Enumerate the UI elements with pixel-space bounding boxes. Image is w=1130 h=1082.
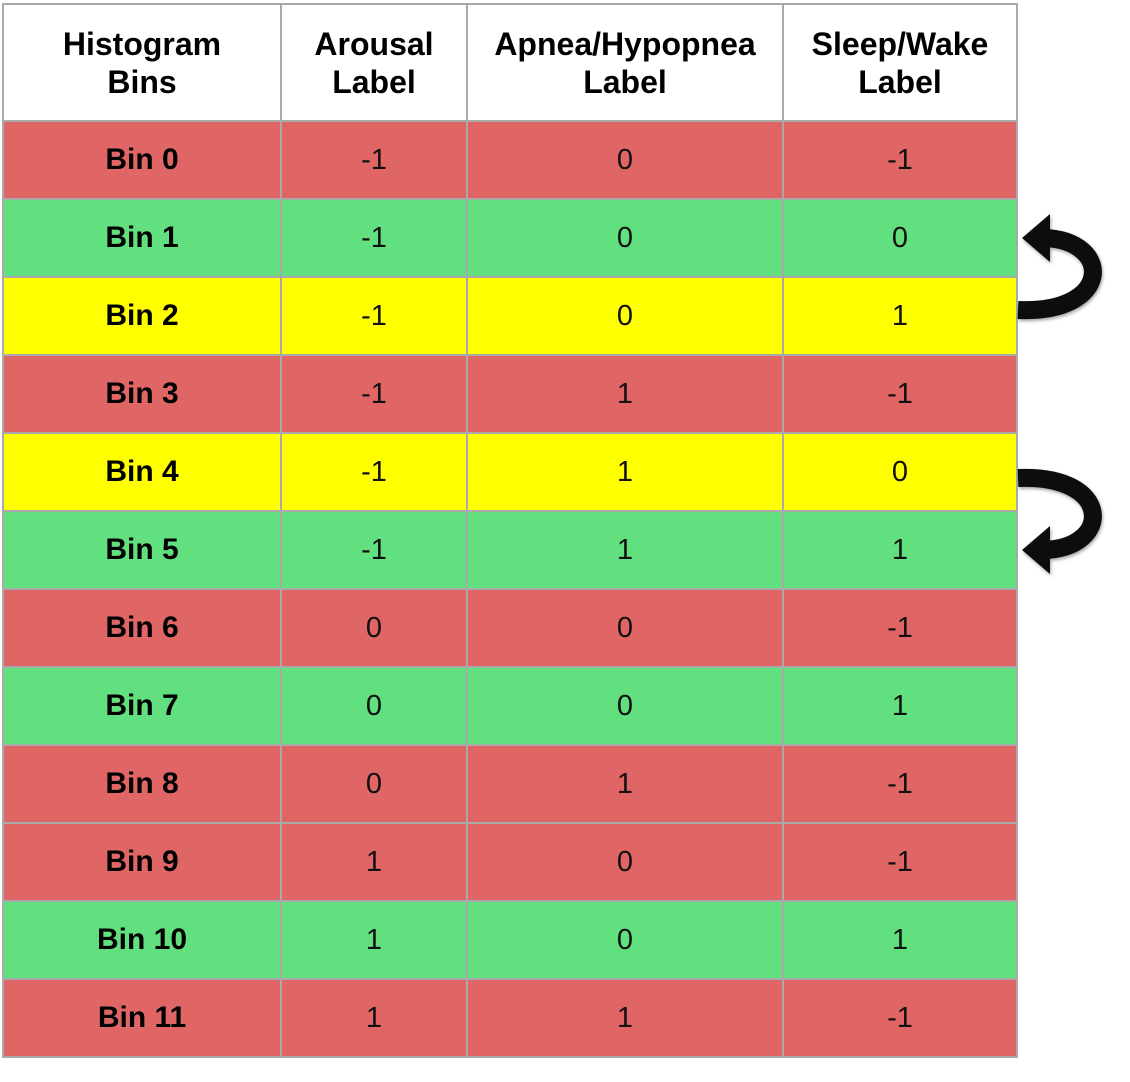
apnea-hypopnea-label-cell: 1 (466, 510, 784, 590)
header-row: Histogram Bins Arousal Label Apnea/Hypopne… (2, 3, 1018, 122)
table-row: Bin 2 -1 0 1 (2, 276, 1018, 356)
apnea-hypopnea-label-cell: 0 (466, 276, 784, 356)
sleep-wake-label-cell: -1 (782, 120, 1018, 200)
sleep-wake-label-cell: -1 (782, 588, 1018, 668)
table-row: Bin 10 1 0 1 (2, 900, 1018, 980)
table-row: Bin 4 -1 1 0 (2, 432, 1018, 512)
apnea-hypopnea-label-cell: 0 (466, 198, 784, 278)
bin-name-cell: Bin 10 (2, 900, 282, 980)
bin-name-cell: Bin 8 (2, 744, 282, 824)
arousal-label-cell: -1 (280, 354, 468, 434)
arousal-label-cell: -1 (280, 510, 468, 590)
bin-name-cell: Bin 6 (2, 588, 282, 668)
apnea-hypopnea-label-cell: 1 (466, 354, 784, 434)
arousal-label-cell: 0 (280, 744, 468, 824)
arousal-label-cell: 1 (280, 978, 468, 1058)
remap-arrow-bin4-to-bin5 (1017, 468, 1102, 574)
sleep-wake-label-cell: -1 (782, 744, 1018, 824)
apnea-hypopnea-label-cell: 1 (466, 744, 784, 824)
header-apnea-hypopnea-label: Apnea/Hypopnea Label (466, 3, 784, 122)
arousal-label-cell: -1 (280, 198, 468, 278)
apnea-hypopnea-label-cell: 0 (466, 900, 784, 980)
sleep-wake-label-cell: -1 (782, 978, 1018, 1058)
remap-arrow-bin2-to-bin1 (1017, 214, 1102, 320)
arousal-label-cell: -1 (280, 120, 468, 200)
sleep-wake-label-cell: 1 (782, 666, 1018, 746)
apnea-hypopnea-label-cell: 0 (466, 120, 784, 200)
apnea-hypopnea-label-cell: 0 (466, 822, 784, 902)
apnea-hypopnea-label-cell: 1 (466, 978, 784, 1058)
arousal-label-cell: 1 (280, 822, 468, 902)
bin-name-cell: Bin 3 (2, 354, 282, 434)
table-row: Bin 1 -1 0 0 (2, 198, 1018, 278)
sleep-wake-label-cell: 1 (782, 510, 1018, 590)
arousal-label-cell: 1 (280, 900, 468, 980)
apnea-hypopnea-label-cell: 0 (466, 666, 784, 746)
sleep-wake-label-cell: -1 (782, 354, 1018, 434)
arousal-label-cell: 0 (280, 588, 468, 668)
histogram-bin-table: Histogram Bins Arousal Label Apnea/Hypopne… (2, 3, 1018, 1058)
bin-name-cell: Bin 2 (2, 276, 282, 356)
sleep-wake-label-cell: 0 (782, 198, 1018, 278)
table-row: Bin 9 1 0 -1 (2, 822, 1018, 902)
sleep-wake-label-cell: 0 (782, 432, 1018, 512)
bin-name-cell: Bin 5 (2, 510, 282, 590)
bin-name-cell: Bin 1 (2, 198, 282, 278)
header-arousal-label: Arousal Label (280, 3, 468, 122)
table-row: Bin 8 0 1 -1 (2, 744, 1018, 824)
table-row: Bin 5 -1 1 1 (2, 510, 1018, 590)
arousal-label-cell: 0 (280, 666, 468, 746)
table-row: Bin 3 -1 1 -1 (2, 354, 1018, 434)
sleep-wake-label-cell: 1 (782, 276, 1018, 356)
table-row: Bin 6 0 0 -1 (2, 588, 1018, 668)
sleep-wake-label-cell: -1 (782, 822, 1018, 902)
bin-name-cell: Bin 0 (2, 120, 282, 200)
sleep-wake-label-cell: 1 (782, 900, 1018, 980)
bin-name-cell: Bin 4 (2, 432, 282, 512)
bin-name-cell: Bin 9 (2, 822, 282, 902)
apnea-hypopnea-label-cell: 1 (466, 432, 784, 512)
bin-name-cell: Bin 11 (2, 978, 282, 1058)
header-histogram-bins: Histogram Bins (2, 3, 282, 122)
table-row: Bin 0 -1 0 -1 (2, 120, 1018, 200)
arousal-label-cell: -1 (280, 276, 468, 356)
apnea-hypopnea-label-cell: 0 (466, 588, 784, 668)
arousal-label-cell: -1 (280, 432, 468, 512)
bin-name-cell: Bin 7 (2, 666, 282, 746)
table-row: Bin 11 1 1 -1 (2, 978, 1018, 1058)
header-sleep-wake-label: Sleep/Wake Label (782, 3, 1018, 122)
